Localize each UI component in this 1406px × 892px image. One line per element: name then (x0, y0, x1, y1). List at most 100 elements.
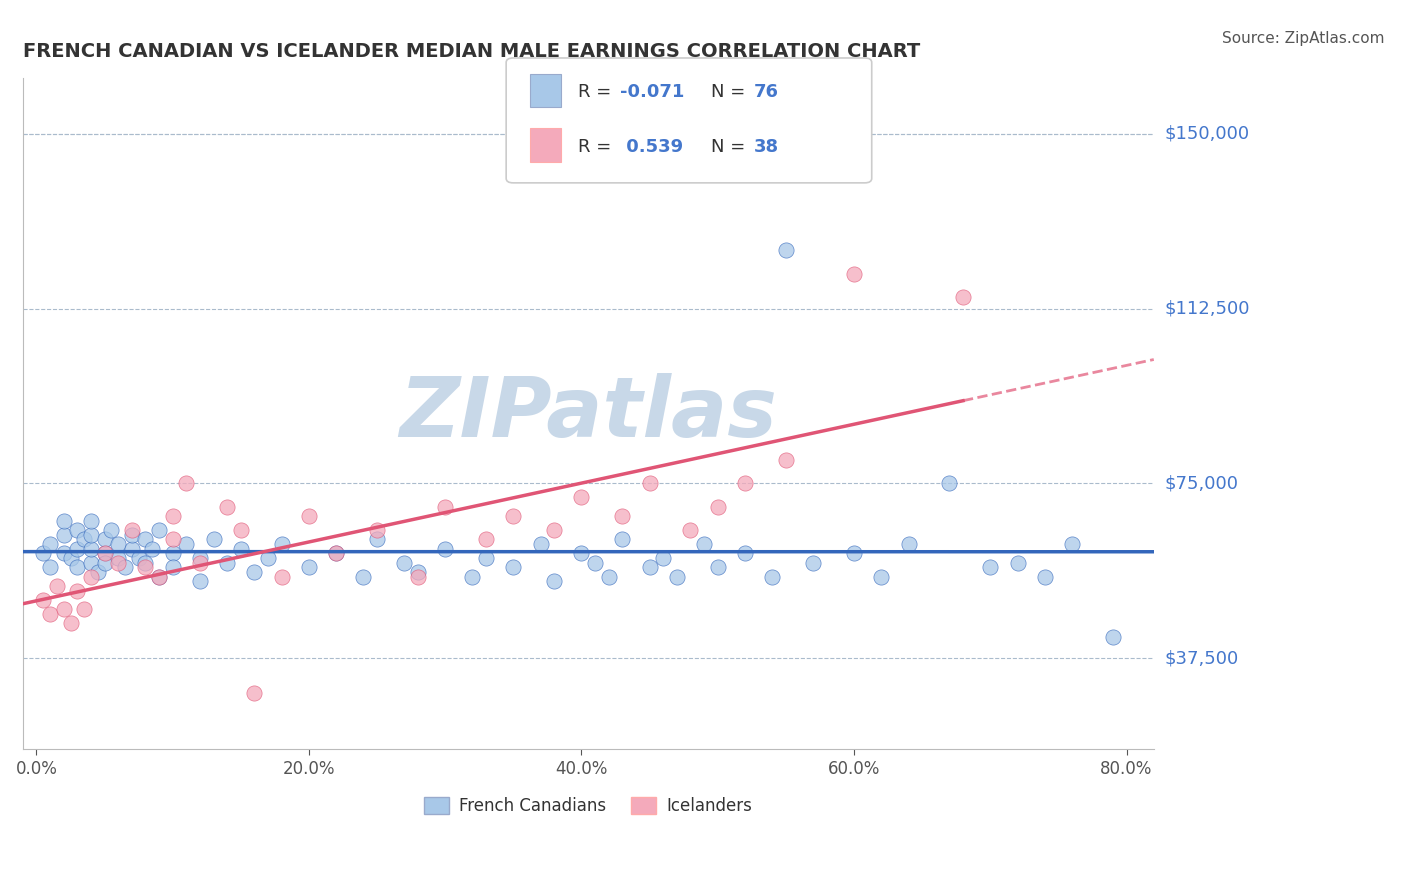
Point (100, 523, 122, 537)
Point (679, 523, 702, 537)
Text: ZIPatlas: ZIPatlas (399, 373, 778, 454)
Point (638, 476, 661, 491)
Point (188, 574, 211, 589)
Point (128, 551, 150, 566)
Text: $75,000: $75,000 (1166, 475, 1239, 492)
Point (1102, 631, 1125, 645)
Point (734, 476, 756, 491)
Point (45, 579, 67, 593)
Point (461, 570, 484, 584)
Point (121, 523, 143, 537)
Point (87, 565, 110, 579)
Point (80, 528, 103, 542)
Point (80, 570, 103, 584)
Text: N =: N = (711, 83, 751, 102)
Point (66, 560, 89, 574)
Point (52, 546, 75, 560)
Point (141, 541, 163, 556)
Point (107, 537, 129, 551)
Point (93, 546, 115, 560)
Point (502, 560, 524, 574)
Point (52, 514, 75, 528)
Point (162, 509, 184, 524)
Point (93, 546, 115, 560)
Point (706, 500, 728, 514)
Point (176, 476, 198, 491)
Point (693, 537, 716, 551)
Point (243, 565, 266, 579)
Point (366, 533, 388, 547)
Point (162, 533, 184, 547)
Point (257, 551, 280, 566)
Point (979, 560, 1001, 574)
Point (734, 546, 756, 560)
Point (530, 537, 553, 551)
Point (434, 500, 457, 514)
Point (366, 523, 388, 537)
Point (1007, 556, 1029, 570)
Text: N =: N = (711, 138, 751, 156)
Point (775, 453, 797, 467)
Point (39, 607, 62, 621)
Point (229, 541, 252, 556)
Text: FRENCH CANADIAN VS ICELANDER MEDIAN MALE EARNINGS CORRELATION CHART: FRENCH CANADIAN VS ICELANDER MEDIAN MALE… (22, 42, 920, 61)
Point (394, 556, 416, 570)
Point (543, 523, 565, 537)
Text: R =: R = (578, 83, 617, 102)
Point (502, 509, 524, 524)
Point (188, 556, 211, 570)
Point (59, 551, 82, 566)
Point (270, 537, 292, 551)
Point (93, 533, 115, 547)
Point (59, 616, 82, 631)
Legend: French Canadians, Icelanders: French Canadians, Icelanders (418, 790, 759, 822)
Text: $112,500: $112,500 (1166, 300, 1250, 318)
Point (243, 686, 266, 700)
Point (229, 523, 252, 537)
Point (353, 570, 375, 584)
Point (66, 541, 89, 556)
Point (107, 556, 129, 570)
Point (148, 570, 170, 584)
Point (134, 560, 156, 574)
Point (202, 533, 225, 547)
Point (107, 551, 129, 566)
Point (406, 565, 429, 579)
Text: 38: 38 (754, 138, 779, 156)
Point (121, 528, 143, 542)
Point (121, 541, 143, 556)
Point (870, 570, 893, 584)
Point (665, 570, 688, 584)
Point (52, 602, 75, 616)
Text: 76: 76 (754, 83, 779, 102)
Point (148, 570, 170, 584)
Text: $150,000: $150,000 (1166, 125, 1250, 143)
Point (80, 541, 103, 556)
Point (162, 560, 184, 574)
Point (325, 546, 347, 560)
Point (188, 551, 211, 566)
Point (842, 546, 865, 560)
Point (66, 523, 89, 537)
Point (52, 528, 75, 542)
Point (612, 509, 634, 524)
Text: Source: ZipAtlas.com: Source: ZipAtlas.com (1222, 31, 1385, 46)
Point (1033, 570, 1056, 584)
Point (801, 556, 824, 570)
Point (612, 533, 634, 547)
Point (938, 476, 960, 491)
Point (32, 546, 55, 560)
Point (583, 556, 606, 570)
Point (270, 570, 292, 584)
Point (66, 583, 89, 598)
Point (638, 560, 661, 574)
Point (39, 560, 62, 574)
Point (652, 551, 675, 566)
Point (32, 593, 55, 607)
Point (93, 556, 115, 570)
Point (706, 560, 728, 574)
Point (325, 546, 347, 560)
Point (148, 523, 170, 537)
Text: -0.071: -0.071 (620, 83, 685, 102)
Point (1060, 537, 1083, 551)
